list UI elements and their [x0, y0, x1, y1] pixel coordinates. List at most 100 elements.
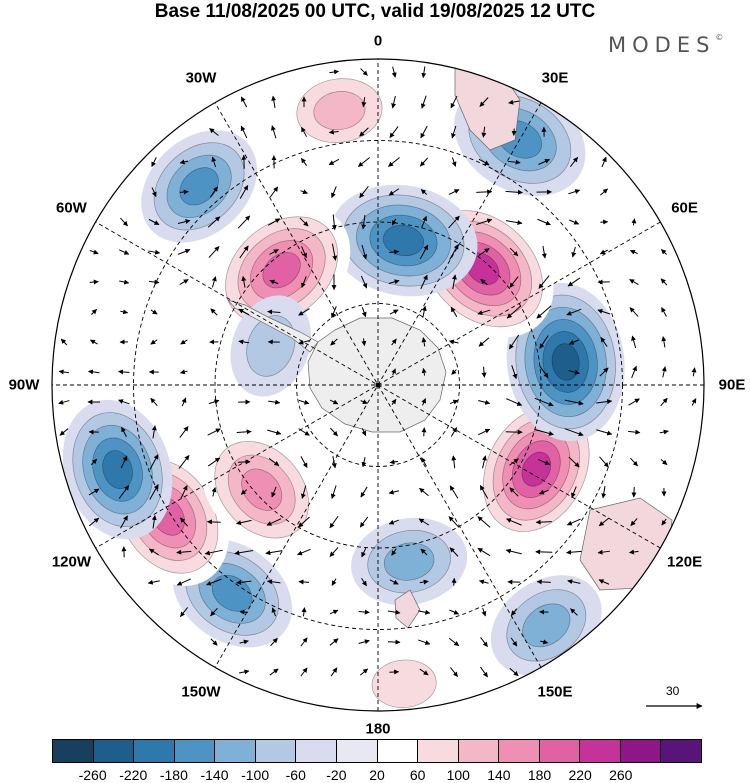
wind-arrow — [300, 456, 308, 469]
wind-arrow — [118, 369, 130, 375]
wind-arrow — [298, 339, 310, 345]
wind-arrow — [418, 518, 430, 526]
wind-arrow — [270, 637, 278, 647]
wind-arrow — [91, 309, 97, 315]
wind-arrow — [534, 428, 554, 436]
wind-arrow — [661, 366, 667, 378]
longitude-label: 90E — [718, 376, 746, 394]
wind-arrow — [630, 457, 638, 467]
wind-arrow — [298, 399, 310, 405]
wind-arrow — [388, 489, 399, 495]
wind-arrow — [120, 515, 128, 529]
wind-arrow — [329, 69, 340, 75]
wind-arrow — [210, 308, 218, 316]
map-title: Base 11/08/2025 00 UTC, valid 19/08/2025… — [154, 1, 596, 22]
wind-arrow — [361, 428, 367, 437]
wind-arrow — [359, 516, 369, 528]
wind-arrow — [448, 637, 460, 647]
wind-arrow — [571, 246, 577, 258]
wind-arrow — [234, 550, 254, 556]
wind-arrow — [329, 638, 339, 646]
colorbar-tick-label: -260 — [78, 767, 107, 783]
wind-arrow — [660, 458, 668, 466]
wind-arrow — [449, 244, 459, 260]
wind-arrow — [660, 278, 668, 286]
colorbar-segment — [53, 740, 94, 762]
wind-arrow — [478, 579, 489, 585]
wind-arrow — [691, 398, 697, 406]
colorbar-tick-label: -140 — [200, 767, 229, 783]
wind-arrow — [360, 275, 368, 289]
wind-arrow — [480, 637, 488, 648]
wind-arrow — [419, 579, 429, 585]
wind-arrow — [299, 217, 309, 227]
wind-arrow — [300, 126, 308, 137]
wind-arrow — [478, 428, 491, 436]
wind-arrow — [661, 307, 667, 317]
wind-arrow — [388, 188, 400, 196]
longitude-label: 60E — [671, 199, 698, 217]
wind-arrow — [479, 97, 489, 107]
wind-arrow — [301, 276, 307, 289]
pole-marker — [375, 382, 381, 388]
wind-arrow — [298, 308, 310, 316]
wind-arrow — [179, 517, 189, 527]
wind-arrow — [180, 607, 188, 618]
wind-arrow — [541, 245, 547, 259]
wind-arrow — [567, 579, 581, 585]
wind-arrow — [361, 307, 367, 318]
wind-arrow — [207, 428, 221, 436]
wind-arrow — [388, 519, 399, 525]
longitude-label: 60W — [56, 199, 87, 217]
wind-arrow — [534, 397, 554, 407]
wind-arrow — [266, 518, 282, 526]
wind-arrow — [506, 518, 522, 526]
wind-arrow — [421, 305, 427, 318]
wind-arrow — [660, 397, 668, 407]
wind-arrow — [151, 187, 157, 198]
wind-arrow — [120, 309, 129, 315]
wind-arrow — [538, 489, 549, 495]
wind-arrow — [147, 579, 160, 585]
wind-arrow — [271, 607, 277, 617]
wind-arrow — [179, 159, 189, 165]
wind-arrow — [267, 218, 281, 226]
wind-arrow — [448, 189, 460, 195]
wind-arrow — [331, 306, 337, 319]
wind-arrow — [450, 95, 458, 109]
wind-arrow — [420, 274, 428, 290]
wind-arrow — [239, 245, 249, 259]
wind-arrow — [361, 244, 368, 260]
colorbar-segment — [255, 740, 297, 762]
wind-arrow — [421, 337, 427, 347]
brand-logo: MODES© — [608, 33, 723, 57]
wind-arrow — [566, 549, 582, 555]
colorbar-segment — [661, 740, 701, 762]
wind-arrow — [451, 577, 457, 586]
wind-arrow — [391, 95, 397, 109]
wind-arrow — [267, 309, 281, 315]
wind-arrow — [149, 454, 159, 470]
wind-arrow — [207, 216, 221, 228]
wind-arrow — [58, 369, 69, 375]
wind-arrow — [301, 607, 307, 617]
wind-arrow — [328, 129, 339, 135]
wind-arrow — [271, 125, 277, 139]
wind-arrow — [238, 308, 250, 316]
wind-arrow — [361, 97, 367, 108]
wind-arrow — [629, 307, 639, 317]
wind-arrow — [478, 158, 490, 166]
wind-arrow — [537, 218, 551, 226]
wind-arrow — [566, 308, 582, 316]
wind-arrow — [451, 274, 457, 290]
wind-arrow — [451, 369, 457, 375]
wind-arrow — [60, 338, 68, 346]
wind-arrow — [567, 277, 581, 287]
wind-arrow — [505, 220, 523, 226]
wind-arrow — [209, 186, 219, 198]
wind-arrow — [600, 188, 608, 196]
wind-arrow — [568, 339, 579, 345]
wind-arrow — [361, 338, 367, 347]
wind-arrow — [151, 515, 157, 529]
wind-arrow — [300, 485, 307, 499]
